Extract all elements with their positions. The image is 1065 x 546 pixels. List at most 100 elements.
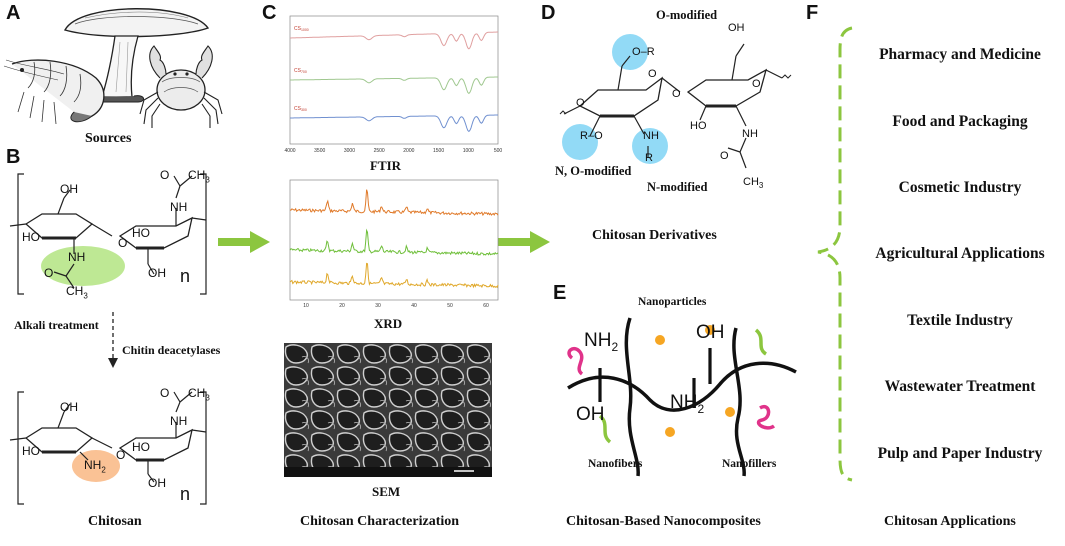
- chitosan-nh-top-label: NH: [170, 414, 188, 428]
- chitosan-n-label: n: [180, 484, 191, 504]
- application-item: Cosmetic Industry: [898, 179, 1022, 196]
- application-item: Pulp and Paper Industry: [877, 445, 1043, 462]
- arrow-c-to-d: [496, 231, 550, 253]
- chitosan-glycosidic-o-label: O: [116, 448, 126, 462]
- alkali-treatment-label: Alkali treatment: [14, 318, 99, 332]
- chitin-glycosidic-o-label: O: [118, 236, 128, 250]
- nanofibers-label: Nanofibers: [588, 458, 643, 470]
- e-oh-b-label: OH: [576, 404, 605, 425]
- d-acyl-o-label: O: [720, 150, 729, 162]
- xrd-label: XRD: [374, 316, 403, 331]
- chitin-oh3-label: OH: [148, 266, 166, 280]
- panel-e-caption: Chitosan-Based Nanocomposites: [566, 514, 761, 529]
- nanoparticles-label: Nanoparticles: [638, 296, 707, 308]
- chitosan-ch3-top-label: CH3: [188, 386, 210, 403]
- n-modified-glow: [632, 128, 668, 164]
- crab-illustration: [139, 45, 223, 128]
- panel-letter-c: C: [262, 2, 277, 24]
- panel-letter-f: F: [806, 2, 819, 24]
- chitosan-oh3-label: OH: [148, 476, 166, 490]
- ftir-x-tick: 4000: [284, 148, 295, 154]
- d-o-ring1-label: O: [648, 68, 657, 80]
- d-r-o-label: R–O: [580, 130, 603, 142]
- ftir-spectrum: CS1000 CS700 CS300 4000 3500 3000 2500 2000 1500…: [284, 15, 503, 154]
- ftir-series-line: [290, 76, 498, 95]
- chitin-deacetylases-label: Chitin deacetylases: [122, 343, 221, 357]
- n-modified-label: N-modified: [647, 180, 708, 194]
- d-o-r-label: O–R: [632, 46, 655, 58]
- chitin-ch3-top-label: CH3: [188, 168, 210, 185]
- application-item: Agricultural Applications: [875, 245, 1045, 262]
- application-item: Wastewater Treatment: [884, 378, 1036, 395]
- ftir-label: FTIR: [370, 158, 402, 173]
- o-modified-label: O-modified: [656, 8, 718, 22]
- chitin-nh-label: NH: [68, 250, 86, 264]
- xrd-series-line: [289, 189, 499, 217]
- panel-f-caption: Chitosan Applications: [884, 514, 1016, 529]
- xrd-x-tick: 60: [483, 303, 489, 309]
- no-modified-label: N, O-modified: [555, 164, 632, 178]
- sem-micrograph: [284, 343, 492, 477]
- panel-d-caption: Chitosan Derivatives: [592, 228, 717, 243]
- chitin-ho-label: HO: [22, 230, 40, 244]
- chitosan-nh2-label: NH2: [84, 458, 106, 475]
- chitin-structure: [9, 173, 207, 295]
- sem-label: SEM: [372, 484, 401, 499]
- d-oh-label: OH: [728, 22, 745, 34]
- panel-letter-e: E: [553, 282, 567, 304]
- ftir-series-label: CS700: [294, 68, 307, 74]
- chitosan-o-top-label: O: [160, 386, 170, 400]
- xrd-series-line: [289, 228, 499, 256]
- d-ch3-label: CH3: [743, 176, 764, 191]
- applications-brace: [817, 26, 853, 482]
- nanoparticle-dot: [705, 325, 715, 335]
- chitin-ho2-label: HO: [132, 226, 150, 240]
- e-oh-a-label: OH: [696, 322, 725, 343]
- chitin-oh-label: OH: [60, 182, 78, 196]
- panel-letter-a: A: [6, 2, 21, 24]
- xrd-x-tick: 20: [339, 303, 345, 309]
- xrd-x-tick: 10: [303, 303, 309, 309]
- nanofillers-label: Nanofillers: [722, 458, 777, 470]
- d-nh-label: NH: [643, 130, 659, 142]
- mushroom-illustration: [63, 8, 210, 103]
- application-item: Pharmacy and Medicine: [879, 46, 1041, 63]
- arrow-b-to-c: [218, 231, 270, 253]
- chitin-ch3-label: CH3: [66, 284, 88, 301]
- panel-a-caption: Sources: [85, 131, 132, 146]
- e-nh2-a-label: NH2: [584, 330, 619, 354]
- ftir-series-line: [290, 114, 498, 133]
- ftir-x-tick: 3500: [314, 148, 325, 154]
- d-o-ring2-label: O: [752, 78, 761, 90]
- o-modified-glow: [612, 34, 648, 70]
- ftir-x-tick: 500: [494, 148, 503, 154]
- application-item: Textile Industry: [907, 312, 1013, 329]
- panel-c-caption: Chitosan Characterization: [300, 514, 460, 529]
- chitin-n-label: n: [180, 266, 191, 286]
- nanocomposite-network: [567, 317, 797, 477]
- chitosan-ho-label: HO: [22, 444, 40, 458]
- ftir-x-tick: 1500: [433, 148, 444, 154]
- nanoparticle-dot: [725, 407, 735, 417]
- d-o-link-label: O: [672, 88, 681, 100]
- panel-letter-d: D: [541, 2, 556, 24]
- ftir-x-tick: 3000: [344, 148, 355, 154]
- xrd-x-tick: 30: [375, 303, 381, 309]
- shrimp-illustration: [3, 59, 105, 125]
- application-item: Food and Packaging: [892, 113, 1028, 130]
- panel-b-caption: Chitosan: [88, 514, 142, 529]
- ftir-series-label: CS1000: [294, 26, 309, 32]
- amine-glow-highlight: [72, 450, 120, 482]
- ftir-series-label: CS300: [294, 106, 307, 112]
- acetyl-glow-highlight: [41, 246, 125, 286]
- chitin-nh-top-label: NH: [170, 200, 188, 214]
- nanoparticle-dot: [665, 427, 675, 437]
- chitosan-structure: [9, 391, 207, 505]
- ftir-series-line: [290, 31, 498, 50]
- chitin-acyl-o-label: O: [44, 266, 54, 280]
- d-ho-label: HO: [690, 120, 707, 132]
- d-o-left-label: O: [576, 97, 585, 109]
- chitin-o-top-label: O: [160, 168, 170, 182]
- xrd-x-tick: 50: [447, 303, 453, 309]
- no-modified-glow: [562, 124, 598, 160]
